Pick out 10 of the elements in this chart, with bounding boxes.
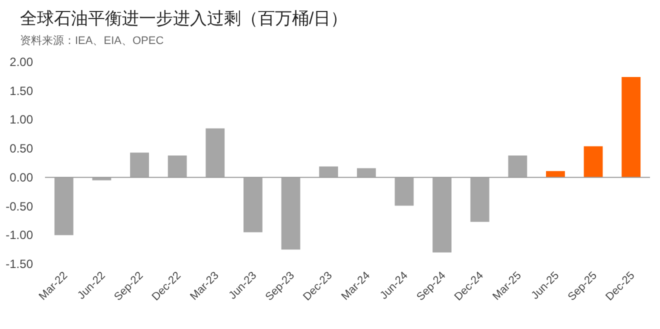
y-tick-label: -1.00 [6, 228, 33, 242]
y-tick-label: 0.50 [10, 142, 33, 156]
title: 全球石油平衡进一步进入过剩（百万桶/日） [20, 9, 348, 28]
y-tick-label: -1.50 [6, 257, 33, 271]
y-tick-label: 1.00 [10, 112, 33, 127]
annotation: 资料来源：IEA、EIA、OPEC [20, 35, 164, 47]
y-tick-label: 2.00 [10, 55, 33, 69]
y-tick-label: -0.50 [6, 199, 33, 214]
y-tick-label: 0.00 [10, 170, 33, 184]
y-tick-label: 1.50 [10, 84, 33, 98]
